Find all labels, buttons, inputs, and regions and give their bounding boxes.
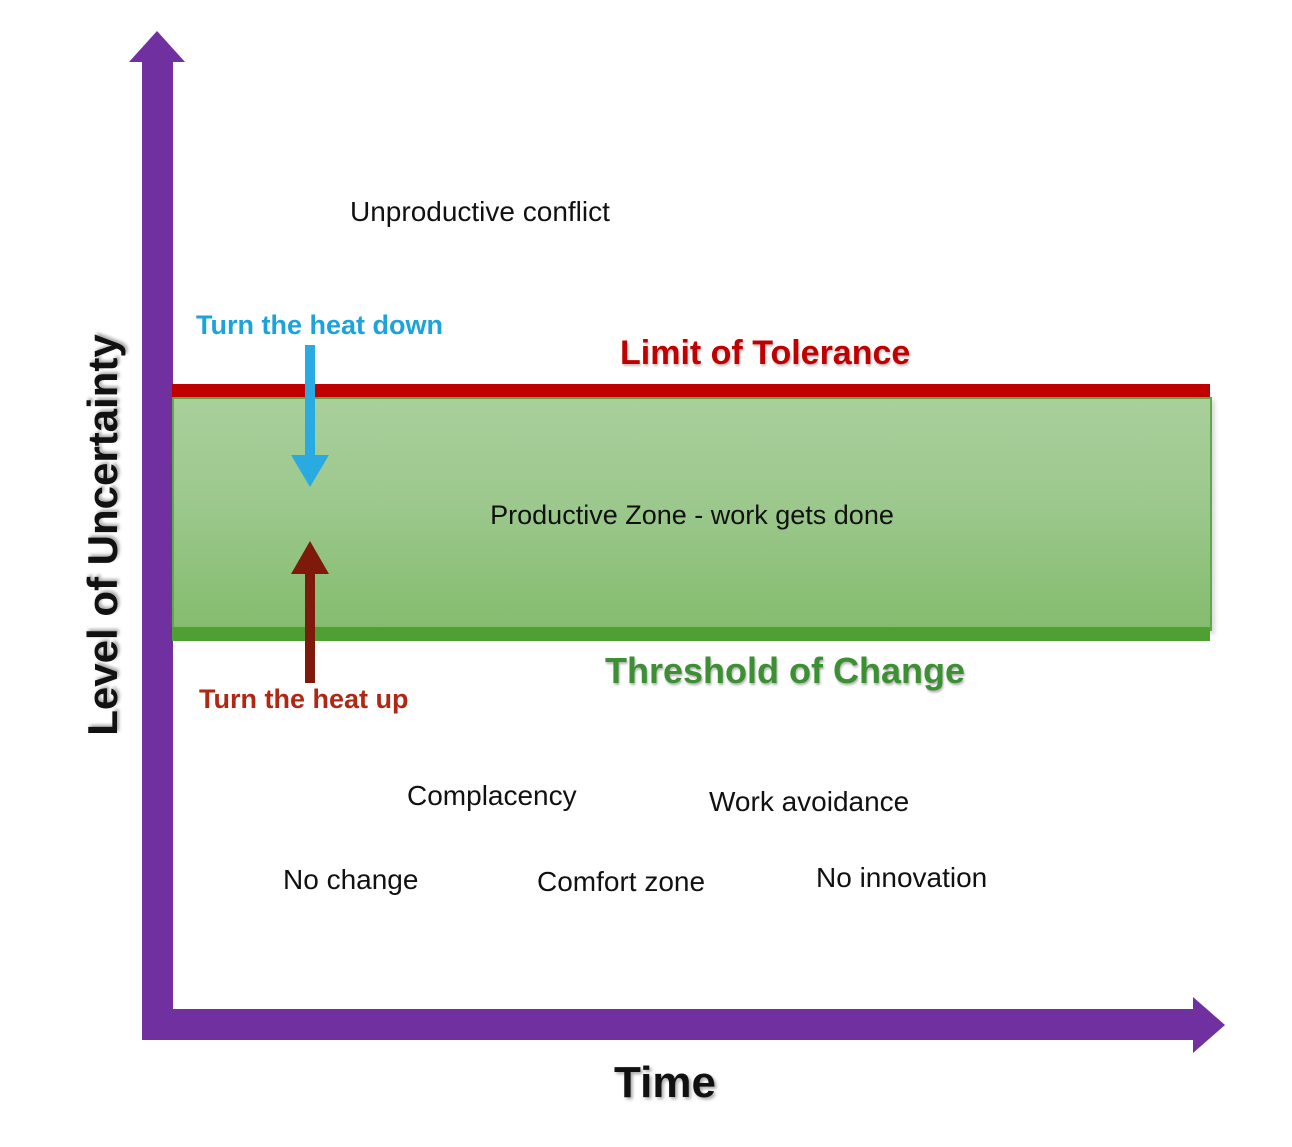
- threshold-of-change-line: [172, 627, 1210, 641]
- x-axis-arrowhead-icon: [1193, 997, 1225, 1053]
- no-innovation-label: No innovation: [816, 862, 988, 893]
- heat-down-arrow-icon: [291, 455, 329, 487]
- unproductive-conflict-label: Unproductive conflict: [350, 196, 610, 227]
- y-axis-line: [142, 58, 173, 1040]
- heat-down-arrow-shaft: [305, 345, 315, 457]
- limit-of-tolerance-label: Limit of Tolerance: [620, 334, 911, 372]
- work-avoidance-label: Work avoidance: [709, 786, 910, 817]
- comfort-zone-label: Comfort zone: [537, 866, 706, 897]
- heat-up-arrow-icon: [291, 541, 329, 574]
- complacency-label: Complacency: [407, 780, 577, 811]
- heat-up-arrow-shaft: [305, 572, 315, 683]
- x-axis-line: [142, 1009, 1194, 1040]
- turn-heat-up-label: Turn the heat up: [199, 684, 409, 714]
- productive-zone-band: [172, 397, 1212, 631]
- turn-heat-down-label: Turn the heat down: [196, 310, 443, 340]
- no-change-label: No change: [283, 864, 419, 895]
- y-axis-label: Level of Uncertainty: [79, 334, 126, 736]
- limit-of-tolerance-line: [172, 384, 1210, 397]
- x-axis-label: Time: [614, 1058, 716, 1107]
- y-axis-arrowhead-icon: [129, 31, 185, 62]
- threshold-of-change-label: Threshold of Change: [605, 650, 965, 691]
- productive-zone-label: Productive Zone - work gets done: [490, 500, 894, 530]
